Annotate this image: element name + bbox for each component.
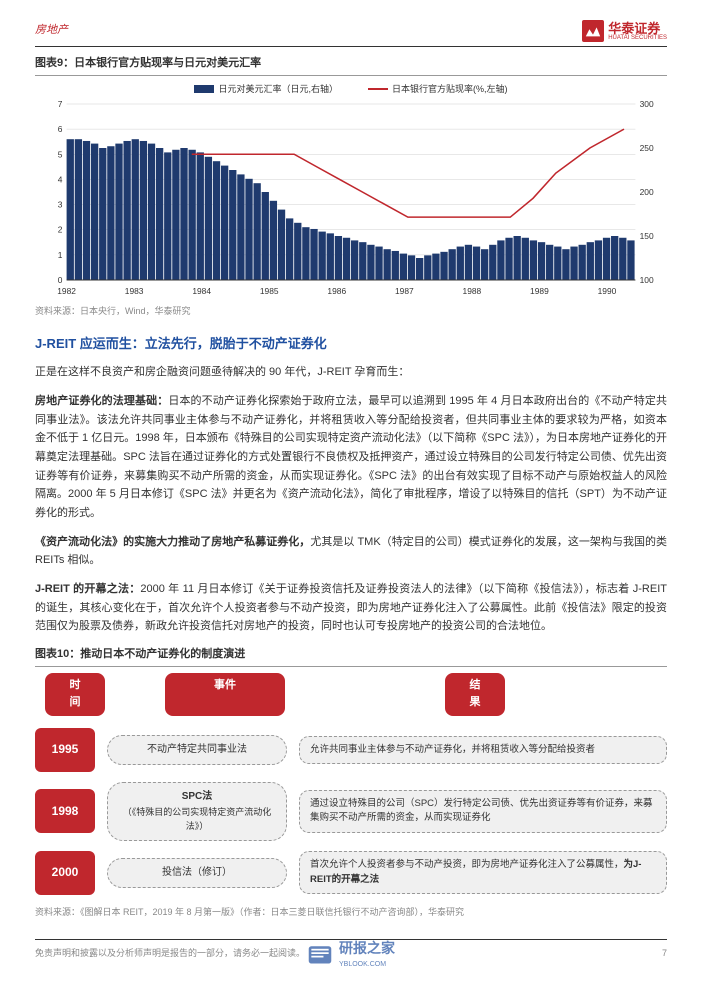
logo-icon bbox=[582, 20, 604, 42]
chart9-section: 图表9：日本银行官方贴现率与日元对美元汇率 日元对美元汇率（日元,右轴） 日本银… bbox=[35, 55, 667, 318]
svg-text:1988: 1988 bbox=[463, 287, 482, 296]
chart9-legend: 日元对美元汇率（日元,右轴） 日本银行官方贴现率(%,左轴) bbox=[35, 82, 667, 96]
svg-text:0: 0 bbox=[58, 276, 63, 285]
chart9-title: 图表9：日本银行官方贴现率与日元对美元汇率 bbox=[35, 55, 667, 73]
chart10-title: 图表10：推动日本不动产证券化的制度演进 bbox=[35, 646, 667, 664]
page-header: 房地产 华泰证券 HUATAI SECURITIES bbox=[35, 20, 667, 47]
svg-text:1986: 1986 bbox=[327, 287, 346, 296]
section-title: J-REIT 应运而生：立法先行，脱胎于不动产证券化 bbox=[35, 334, 667, 355]
chart9-plot: 0 1 2 3 4 5 6 7 100 150 200 250 300 1982 1983 1984 1985 1… bbox=[35, 100, 667, 300]
svg-text:1985: 1985 bbox=[260, 287, 279, 296]
svg-text:4: 4 bbox=[58, 176, 63, 185]
chart10-source: 资料来源：《图解日本 REIT，2019 年 8 月第一版》（作者：日本三菱日联… bbox=[35, 905, 667, 919]
timeline-row: 1995 不动产特定共同事业法 允许共同事业主体参与不动产证券化，并将租赁收入等… bbox=[35, 728, 667, 772]
paragraph-3: J-REIT 的开幕之法：2000 年 11 月日本修订《关于证券投资信托及证券… bbox=[35, 580, 667, 636]
svg-text:7: 7 bbox=[58, 100, 63, 109]
paragraph-2: 《资产流动化法》的实施大力推动了房地产私募证券化，尤其是以 TMK（特定目的公司… bbox=[35, 533, 667, 570]
brand-logo: 华泰证券 HUATAI SECURITIES bbox=[582, 20, 667, 42]
svg-text:300: 300 bbox=[640, 100, 654, 109]
paragraph-1: 房地产证券化的法理基础：日本的不动产证券化探索始于政府立法，最早可以追溯到 19… bbox=[35, 392, 667, 523]
svg-text:1: 1 bbox=[58, 251, 63, 260]
chart9-source: 资料来源：日本央行，Wind，华泰研究 bbox=[35, 304, 667, 318]
svg-text:1983: 1983 bbox=[125, 287, 144, 296]
svg-text:1982: 1982 bbox=[57, 287, 76, 296]
page-number: 7 bbox=[662, 946, 667, 960]
chart10-section: 图表10：推动日本不动产证券化的制度演进 时间 事件 结果 1995 不动产特定… bbox=[35, 646, 667, 919]
svg-text:1984: 1984 bbox=[192, 287, 211, 296]
svg-text:250: 250 bbox=[640, 144, 654, 153]
svg-text:5: 5 bbox=[58, 150, 63, 159]
svg-text:6: 6 bbox=[58, 125, 63, 134]
watermark: 研报之家 YBLOOK.COM bbox=[307, 937, 395, 971]
timeline-header: 时间 事件 结果 bbox=[35, 673, 667, 716]
timeline-row: 1998 SPC法（《特殊目的公司实现特定资产流动化法》） 通过设立特殊目的公司… bbox=[35, 782, 667, 841]
svg-text:2: 2 bbox=[58, 226, 63, 235]
timeline-row: 2000 投信法（修订） 首次允许个人投资者参与不动产投资，即为房地产证券化注入… bbox=[35, 851, 667, 895]
svg-text:1987: 1987 bbox=[395, 287, 414, 296]
svg-text:1990: 1990 bbox=[598, 287, 617, 296]
category-label: 房地产 bbox=[35, 22, 68, 40]
svg-text:3: 3 bbox=[58, 201, 63, 210]
svg-text:1989: 1989 bbox=[530, 287, 549, 296]
svg-text:100: 100 bbox=[640, 276, 654, 285]
svg-text:200: 200 bbox=[640, 188, 654, 197]
logo-en: HUATAI SECURITIES bbox=[608, 35, 667, 41]
intro-text: 正是在这样不良资产和房企融资问题亟待解决的 90 年代，J-REIT 孕育而生： bbox=[35, 363, 667, 382]
disclaimer: 免责声明和披露以及分析师声明是报告的一部分，请务必一起阅读。 bbox=[35, 946, 305, 960]
svg-text:150: 150 bbox=[640, 232, 654, 241]
logo-cn: 华泰证券 bbox=[608, 22, 667, 35]
